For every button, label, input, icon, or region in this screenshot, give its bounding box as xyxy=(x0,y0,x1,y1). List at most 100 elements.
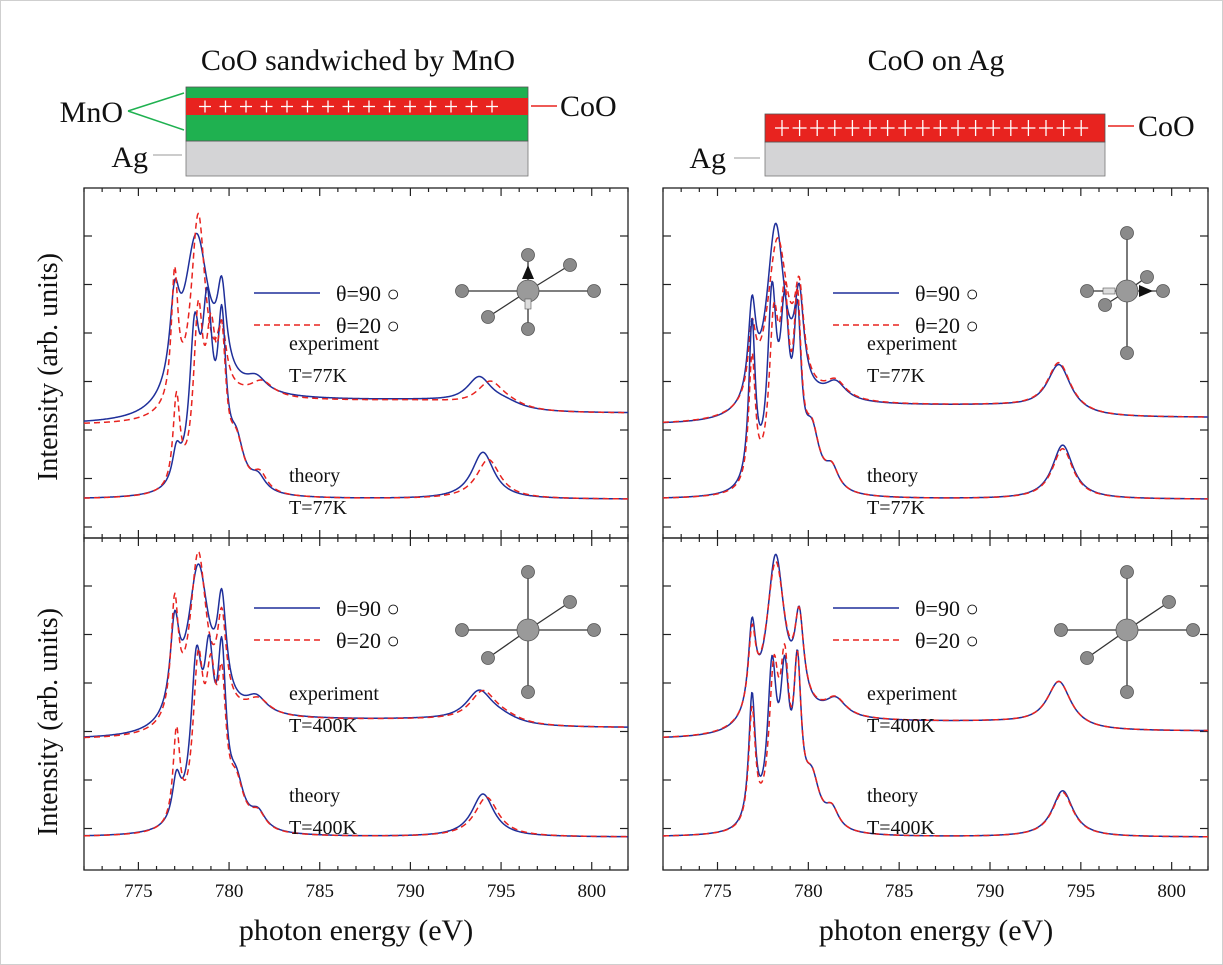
spectrum-line xyxy=(83,647,629,838)
ligand-atom-icon xyxy=(1120,565,1134,579)
cobalt-atom-icon xyxy=(516,618,540,642)
temperature-label: T=400K xyxy=(289,817,357,839)
octahedron-icon xyxy=(455,565,601,699)
ligand-atom-icon xyxy=(587,623,601,637)
ligand-atom-icon xyxy=(1080,651,1094,665)
ligand-atom-icon xyxy=(521,685,535,699)
ligand-atom-icon xyxy=(1080,284,1094,298)
curve-group-label: experiment xyxy=(867,333,957,355)
octahedron-icon xyxy=(1080,226,1170,360)
x-tick-label: 780 xyxy=(215,881,244,902)
spin-arrow-icon xyxy=(522,265,534,279)
ligand-atom-icon xyxy=(563,258,577,272)
chart-panel: 775 780 785 790 795 800 experiment T=400K theory… xyxy=(83,537,629,902)
sample-schematic-left: Ag MnO CoO xyxy=(60,86,617,177)
panel-title-left: CoO sandwiched by MnO xyxy=(201,44,515,77)
ligand-atom-icon xyxy=(521,565,535,579)
ligand-atom-icon xyxy=(521,322,535,336)
legend-entry: θ=90 ○ xyxy=(915,281,979,306)
ligand-atom-icon xyxy=(481,310,495,324)
chart-panel: experiment T=77K theory T=77K θ=90 ○ θ=20 ○ xyxy=(662,187,1209,539)
temperature-label: T=77K xyxy=(289,365,347,387)
legend-entry: θ=90 ○ xyxy=(915,596,979,621)
x-tick-label: 785 xyxy=(305,881,334,902)
spectrum-line xyxy=(83,232,629,422)
ligand-atom-icon xyxy=(455,284,469,298)
chart-panel: 775 780 785 790 795 800 experiment T=400K theory… xyxy=(662,537,1209,902)
spin-markers-right xyxy=(775,120,1089,136)
curve-group-label: theory xyxy=(289,785,340,807)
temperature-label: T=77K xyxy=(867,497,925,519)
legend-entry: θ=20 ○ xyxy=(336,313,400,338)
spectrum-line xyxy=(662,560,1208,738)
curve-group-label: theory xyxy=(867,785,918,807)
temperature-label: T=77K xyxy=(867,365,925,387)
x-tick-label: 795 xyxy=(487,881,516,902)
octahedron-icon xyxy=(455,248,601,336)
curve-group-label: experiment xyxy=(289,683,379,705)
spectrum-line xyxy=(662,237,1209,424)
spin-markers-left xyxy=(199,100,498,113)
coo-label-right: CoO xyxy=(1138,110,1195,143)
x-tick-label: 775 xyxy=(124,881,153,902)
ag-substrate-left xyxy=(185,140,529,177)
x-tick-label: 785 xyxy=(885,881,914,902)
spectrum-line xyxy=(83,299,629,500)
spectrum-line xyxy=(83,550,629,739)
temperature-label: T=400K xyxy=(867,715,935,737)
ligand-atom-icon xyxy=(1186,623,1200,637)
ligand-atom-icon xyxy=(563,595,577,609)
spectrum-line xyxy=(83,563,629,738)
spectrum-line xyxy=(662,643,1208,838)
ag-label-left: Ag xyxy=(111,141,148,174)
ligand-atom-icon xyxy=(587,284,601,298)
x-tick-label: 790 xyxy=(976,881,1005,902)
legend-entry: θ=20 ○ xyxy=(915,628,979,653)
coo-layer-left xyxy=(186,98,528,115)
ligand-atom-icon xyxy=(1120,685,1134,699)
curve-group-label: experiment xyxy=(867,683,957,705)
legend-entry: θ=90 ○ xyxy=(336,281,400,306)
ligand-atom-icon xyxy=(1140,270,1154,284)
panel-title-right: CoO on Ag xyxy=(868,44,1005,77)
spectrum-line xyxy=(83,212,628,424)
ag-substrate-right xyxy=(764,141,1106,177)
curve-group-label: theory xyxy=(867,465,918,487)
y-axis-label-top: Intensity (arb. units) xyxy=(33,253,64,481)
ligand-atom-icon xyxy=(481,651,495,665)
temperature-label: T=400K xyxy=(289,715,357,737)
cobalt-atom-icon xyxy=(1115,279,1139,303)
ligand-atom-icon xyxy=(1120,346,1134,360)
legend-entry: θ=20 ○ xyxy=(915,313,979,338)
plot-frame xyxy=(662,187,1209,539)
ligand-atom-icon xyxy=(1098,298,1112,312)
ag-label-right: Ag xyxy=(689,142,726,175)
ligand-atom-icon xyxy=(1162,595,1176,609)
x-tick-label: 775 xyxy=(703,881,732,902)
ligand-atom-icon xyxy=(1054,623,1068,637)
temperature-label: T=400K xyxy=(867,817,935,839)
sample-schematic-right: Ag CoO xyxy=(689,110,1195,177)
x-axis-label-left: photon energy (eV) xyxy=(239,914,473,947)
legend-entry: θ=90 ○ xyxy=(336,596,400,621)
ligand-atom-icon xyxy=(1156,284,1170,298)
chart-panel: experiment T=77K theory T=77K θ=90 ○ θ=20 ○ xyxy=(83,187,629,539)
legend-entry: θ=20 ○ xyxy=(336,628,400,653)
spectrum-line xyxy=(662,280,1209,500)
x-tick-label: 795 xyxy=(1067,881,1096,902)
x-tick-label: 800 xyxy=(577,881,606,902)
y-axis-label-bottom: Intensity (arb. units) xyxy=(33,608,64,836)
x-axis-label-right: photon energy (eV) xyxy=(819,914,1053,947)
x-tick-label: 780 xyxy=(794,881,823,902)
curve-group-label: experiment xyxy=(289,333,379,355)
curve-group-label: theory xyxy=(289,465,340,487)
octahedron-icon xyxy=(1054,565,1200,699)
x-tick-label: 790 xyxy=(396,881,425,902)
ligand-atom-icon xyxy=(455,623,469,637)
ligand-atom-icon xyxy=(521,248,535,262)
mno-label: MnO xyxy=(60,96,123,129)
x-tick-label: 800 xyxy=(1157,881,1186,902)
ligand-atom-icon xyxy=(1120,226,1134,240)
